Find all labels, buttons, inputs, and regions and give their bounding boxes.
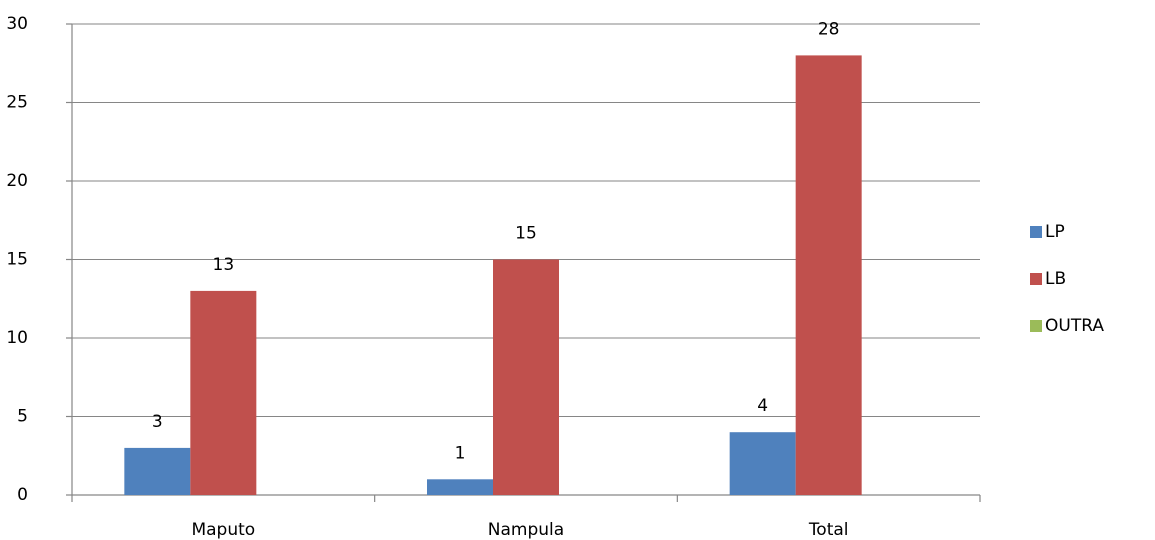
legend-swatch xyxy=(1030,320,1042,332)
bar xyxy=(795,55,862,496)
data-label: 3 xyxy=(152,412,163,432)
x-tick-label: Maputo xyxy=(191,520,255,540)
legend-label: LP xyxy=(1045,222,1065,242)
y-tick-label: 5 xyxy=(17,407,28,427)
bar xyxy=(427,479,493,495)
bar xyxy=(124,447,191,495)
legend-swatch xyxy=(1030,226,1042,238)
bar xyxy=(190,290,257,495)
y-tick-label: 0 xyxy=(17,485,28,505)
bar xyxy=(493,259,559,495)
data-label: 13 xyxy=(213,255,235,275)
data-label: 15 xyxy=(515,224,537,244)
data-label: 4 xyxy=(757,396,768,416)
data-label: 28 xyxy=(818,19,840,39)
legend-swatch xyxy=(1030,273,1042,285)
bar xyxy=(729,432,796,495)
y-tick-label: 30 xyxy=(6,14,28,34)
y-tick-label: 15 xyxy=(6,250,28,270)
x-tick-label: Total xyxy=(808,520,849,540)
y-tick-label: 20 xyxy=(6,171,28,191)
data-label: 1 xyxy=(455,443,466,463)
y-tick-label: 25 xyxy=(6,93,28,113)
legend-label: LB xyxy=(1045,269,1066,289)
legend-label: OUTRA xyxy=(1045,316,1104,336)
x-tick-label: Nampula xyxy=(488,520,564,540)
y-tick-label: 10 xyxy=(6,328,28,348)
